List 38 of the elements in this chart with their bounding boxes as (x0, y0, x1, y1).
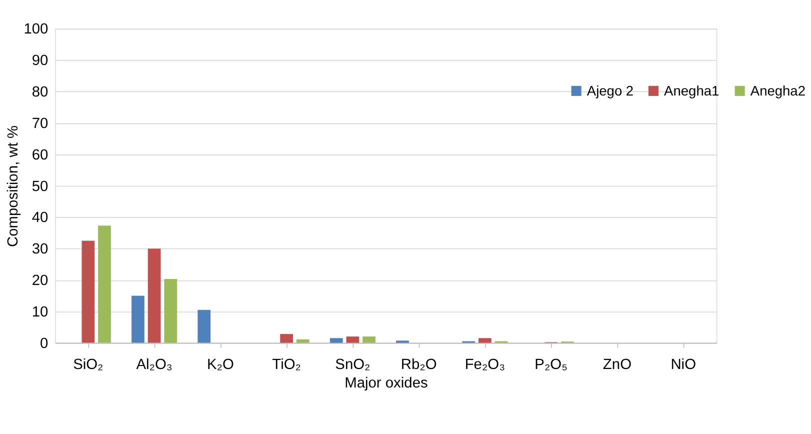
x-tick-label: Rb₂O (400, 356, 437, 373)
bar (362, 336, 376, 343)
legend-label: Ajego 2 (586, 84, 634, 99)
y-tick-label: 50 (32, 178, 48, 195)
legend-label: Anegha2 (750, 84, 806, 99)
y-tick-label: 100 (24, 22, 48, 38)
x-tick-label: Al₂O₃ (136, 356, 172, 373)
y-tick-label: 90 (32, 53, 48, 70)
x-tick-label: TiO₂ (272, 356, 301, 373)
bar (198, 310, 211, 343)
bar (148, 248, 161, 343)
x-tick-label: SnO₂ (335, 356, 370, 373)
y-tick-label: 40 (32, 210, 48, 226)
x-tick-label: P₂O₅ (534, 356, 568, 373)
bar (98, 226, 111, 343)
x-tick-label: SiO₂ (73, 356, 104, 373)
x-axis-title: Major oxides (344, 375, 428, 392)
y-tick-label: 10 (32, 304, 48, 320)
bar (296, 339, 310, 343)
bar (478, 338, 492, 343)
bar (132, 296, 144, 343)
bar (330, 338, 343, 343)
bar (82, 240, 95, 343)
y-tick-label: 0 (40, 336, 48, 352)
y-tick-label: 30 (32, 242, 48, 258)
x-tick-label: Fe₂O₃ (464, 356, 506, 373)
y-axis-title: Composition, wt % (5, 125, 22, 248)
y-tick-label: 70 (32, 116, 48, 132)
y-tick-label: 20 (32, 273, 48, 290)
y-tick-label: 60 (32, 147, 48, 164)
x-tick-label: K₂O (206, 356, 234, 373)
bar (346, 336, 360, 343)
y-tick-label: 80 (32, 84, 48, 101)
x-tick-label: NiO (670, 356, 696, 373)
legend-label: Anegha1 (664, 84, 720, 99)
bar (280, 334, 293, 343)
bar (164, 279, 178, 343)
x-tick-label: ZnO (602, 356, 632, 373)
